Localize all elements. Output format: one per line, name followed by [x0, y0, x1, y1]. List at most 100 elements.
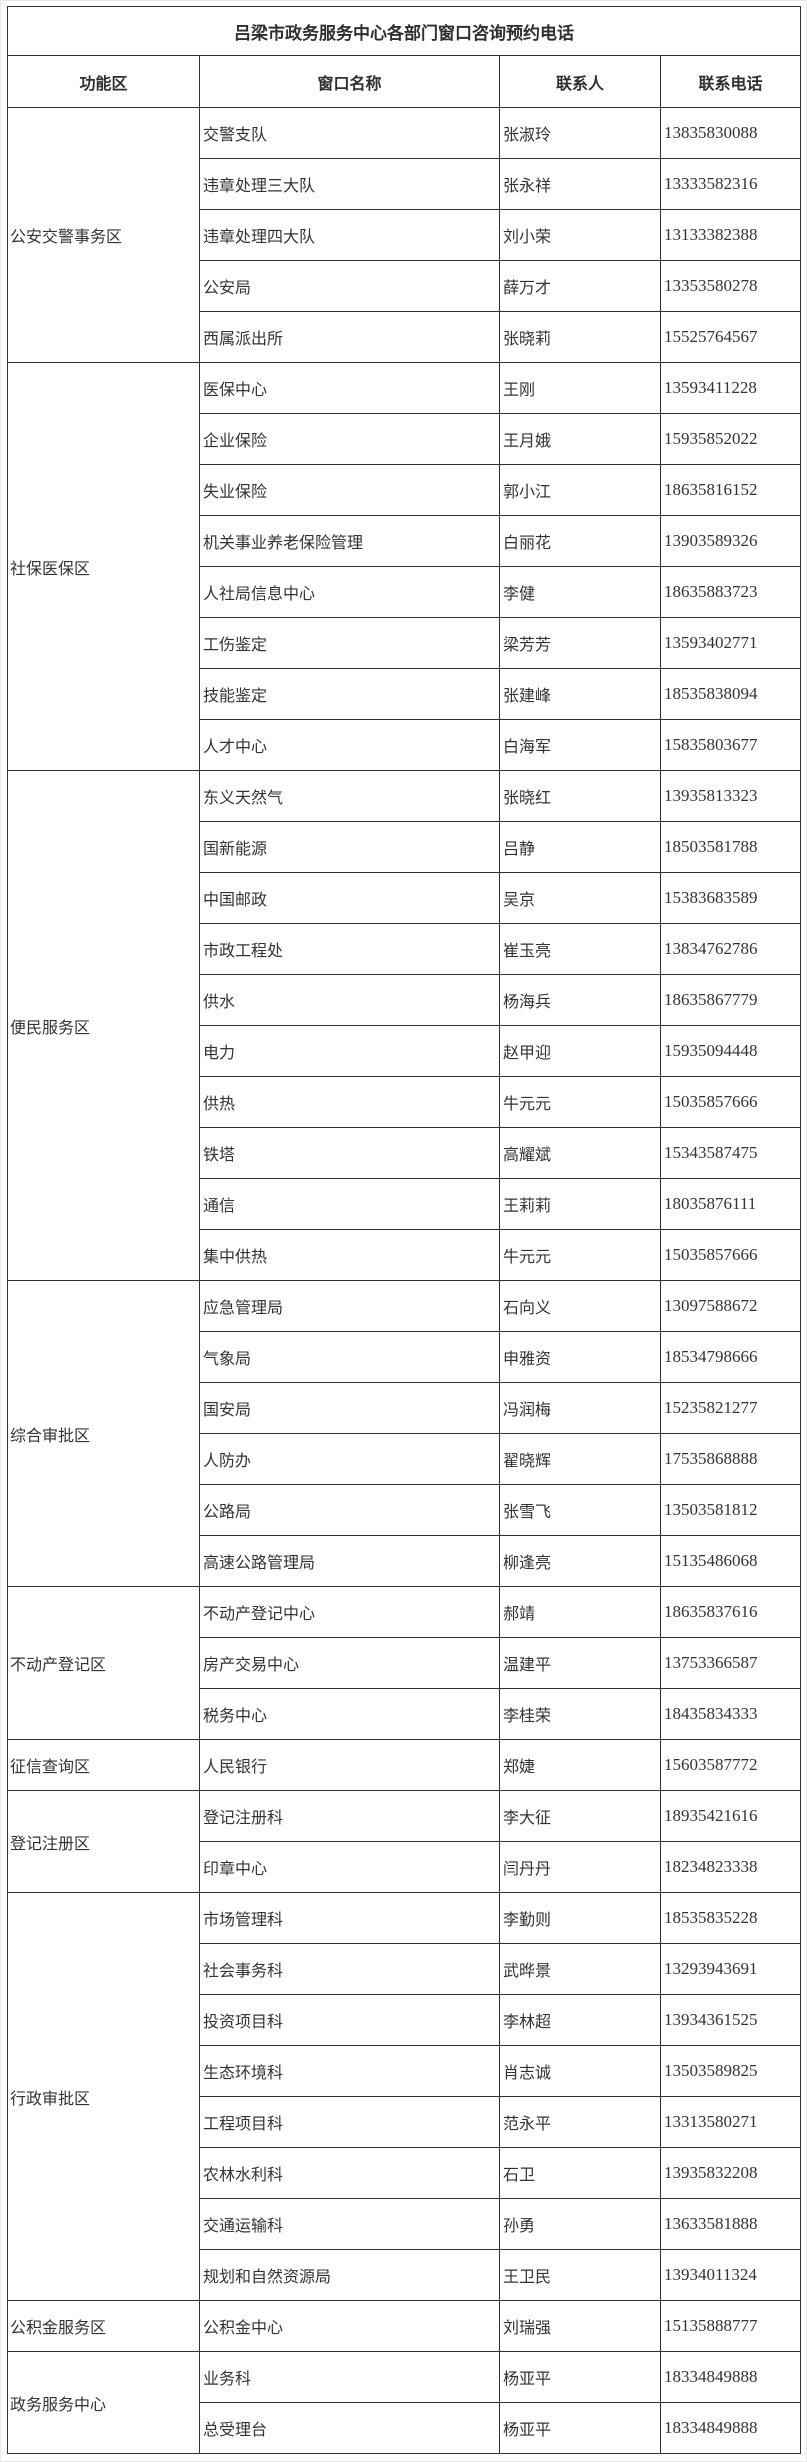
table-row: 公安局 薛万才 13353580278	[8, 260, 801, 312]
contact-name-cell: 吴京	[499, 872, 661, 924]
contact-name-cell: 高耀斌	[499, 1127, 661, 1179]
table-row: 公积金服务区 公积金中心 刘瑞强 15135888777	[7, 2300, 801, 2352]
phone-cell: 18334849888	[660, 2351, 801, 2403]
phone-cell: 15603587772	[660, 1739, 801, 1791]
table-row: 工程项目科 范永平 13313580271	[8, 2096, 801, 2148]
contact-name-cell: 牛元元	[499, 1229, 661, 1281]
area-cell: 公安交警事务区	[7, 107, 200, 363]
window-name-cell: 业务科	[199, 2351, 500, 2403]
phone-cell: 15935094448	[660, 1025, 801, 1077]
contact-name-cell: 崔玉亮	[499, 923, 661, 975]
phone-cell: 13934011324	[660, 2249, 801, 2301]
contact-name-cell: 冯润梅	[499, 1382, 661, 1434]
contact-name-cell: 吕静	[499, 821, 661, 873]
window-name-cell: 市场管理科	[199, 1892, 500, 1944]
phone-cell: 13353580278	[660, 260, 801, 312]
header-row: 功能区 窗口名称 联系人 联系电话	[7, 55, 801, 108]
area-cell: 登记注册区	[7, 1790, 200, 1893]
phone-cell: 13934361525	[660, 1994, 801, 2046]
contact-name-cell: 赵甲迎	[499, 1025, 661, 1077]
phone-cell: 15935852022	[660, 413, 801, 465]
window-name-cell: 违章处理四大队	[199, 209, 500, 261]
table-row: 企业保险 王月娥 15935852022	[8, 413, 801, 465]
table-row: 公安交警事务区 交警支队 张淑玲 13835830088	[7, 107, 801, 363]
window-name-cell: 工程项目科	[199, 2096, 500, 2148]
table-row: 征信查询区 人民银行 郑婕 15603587772	[7, 1739, 801, 1791]
area-cell: 征信查询区	[7, 1739, 200, 1791]
contact-name-cell: 张淑玲	[499, 107, 661, 159]
contact-name-cell: 孙勇	[499, 2198, 661, 2250]
window-name-cell: 人民银行	[199, 1739, 500, 1791]
window-name-cell: 国新能源	[199, 821, 500, 873]
table-row: 供水 杨海兵 18635867779	[8, 974, 801, 1026]
table-row: 电力 赵甲迎 15935094448	[8, 1025, 801, 1077]
phone-cell: 18635867779	[660, 974, 801, 1026]
contact-name-cell: 王莉莉	[499, 1178, 661, 1230]
window-name-cell: 电力	[199, 1025, 500, 1077]
contact-name-cell: 王月娥	[499, 413, 661, 465]
window-name-cell: 机关事业养老保险管理	[199, 515, 500, 567]
window-name-cell: 市政工程处	[199, 923, 500, 975]
window-name-cell: 总受理台	[199, 2402, 500, 2454]
contact-name-cell: 杨亚平	[499, 2402, 661, 2454]
contact-name-cell: 范永平	[499, 2096, 661, 2148]
table-row: 铁塔 高耀斌 15343587475	[8, 1127, 801, 1179]
window-name-cell: 交通运输科	[199, 2198, 500, 2250]
contact-name-cell: 刘小荣	[499, 209, 661, 261]
table-row: 生态环境科 肖志诚 13503589825	[8, 2045, 801, 2097]
phone-cell: 13097588672	[660, 1280, 801, 1332]
phone-cell: 15383683589	[660, 872, 801, 924]
phone-cell: 18334849888	[660, 2402, 801, 2454]
phone-cell: 15135888777	[660, 2300, 801, 2352]
table-row: 规划和自然资源局 王卫民 13934011324	[8, 2249, 801, 2301]
phone-cell: 13593402771	[660, 617, 801, 669]
area-cell: 公积金服务区	[7, 2300, 200, 2352]
window-name-cell: 农林水利科	[199, 2147, 500, 2199]
table-row: 高速公路管理局 柳逢亮 15135486068	[8, 1535, 801, 1587]
phone-cell: 18935421616	[660, 1790, 801, 1842]
window-name-cell: 供水	[199, 974, 500, 1026]
table-row: 供热 牛元元 15035857666	[8, 1076, 801, 1128]
window-name-cell: 人社局信息中心	[199, 566, 500, 618]
window-name-cell: 工伤鉴定	[199, 617, 500, 669]
table-row: 行政审批区 市场管理科 李勤则 18535835228	[7, 1892, 801, 2301]
contact-name-cell: 李桂荣	[499, 1688, 661, 1740]
area-cell: 政务服务中心	[7, 2351, 200, 2454]
table-row: 总受理台 杨亚平 18334849888	[8, 2402, 801, 2454]
contact-table: 吕梁市政务服务中心各部门窗口咨询预约电话 功能区 窗口名称 联系人 联系电话 公安交警…	[7, 6, 801, 2454]
table-row: 国安局 冯润梅 15235821277	[8, 1382, 801, 1434]
window-name-cell: 人才中心	[199, 719, 500, 771]
window-name-cell: 应急管理局	[199, 1280, 500, 1332]
table-row: 综合审批区 应急管理局 石向义 13097588672	[7, 1280, 801, 1587]
contact-name-cell: 杨亚平	[499, 2351, 661, 2403]
phone-cell: 18035876111	[660, 1178, 801, 1230]
window-name-cell: 房产交易中心	[199, 1637, 500, 1689]
phone-cell: 13293943691	[660, 1943, 801, 1995]
contact-name-cell: 翟晓辉	[499, 1433, 661, 1485]
window-name-cell: 公积金中心	[199, 2300, 500, 2352]
contact-name-cell: 郭小江	[499, 464, 661, 516]
phone-cell: 15035857666	[660, 1229, 801, 1281]
window-name-cell: 规划和自然资源局	[199, 2249, 500, 2301]
table-row: 人社局信息中心 李健 18635883723	[8, 566, 801, 618]
area-cell: 便民服务区	[7, 770, 200, 1281]
phone-cell: 18435834333	[660, 1688, 801, 1740]
contact-name-cell: 郝靖	[499, 1586, 661, 1638]
contact-name-cell: 李勤则	[499, 1892, 661, 1944]
contact-name-cell: 李大征	[499, 1790, 661, 1842]
title-row: 吕梁市政务服务中心各部门窗口咨询预约电话	[7, 6, 801, 56]
contact-name-cell: 武晔景	[499, 1943, 661, 1995]
window-name-cell: 生态环境科	[199, 2045, 500, 2097]
contact-name-cell: 郑婕	[499, 1739, 661, 1791]
phone-cell: 15835803677	[660, 719, 801, 771]
contact-name-cell: 李林超	[499, 1994, 661, 2046]
phone-cell: 18635883723	[660, 566, 801, 618]
phone-cell: 18503581788	[660, 821, 801, 873]
window-name-cell: 公路局	[199, 1484, 500, 1536]
column-header: 窗口名称	[199, 55, 500, 108]
phone-cell: 13753366587	[660, 1637, 801, 1689]
window-name-cell: 投资项目科	[199, 1994, 500, 2046]
window-name-cell: 公安局	[199, 260, 500, 312]
contact-name-cell: 张晓红	[499, 770, 661, 822]
contact-name-cell: 温建平	[499, 1637, 661, 1689]
